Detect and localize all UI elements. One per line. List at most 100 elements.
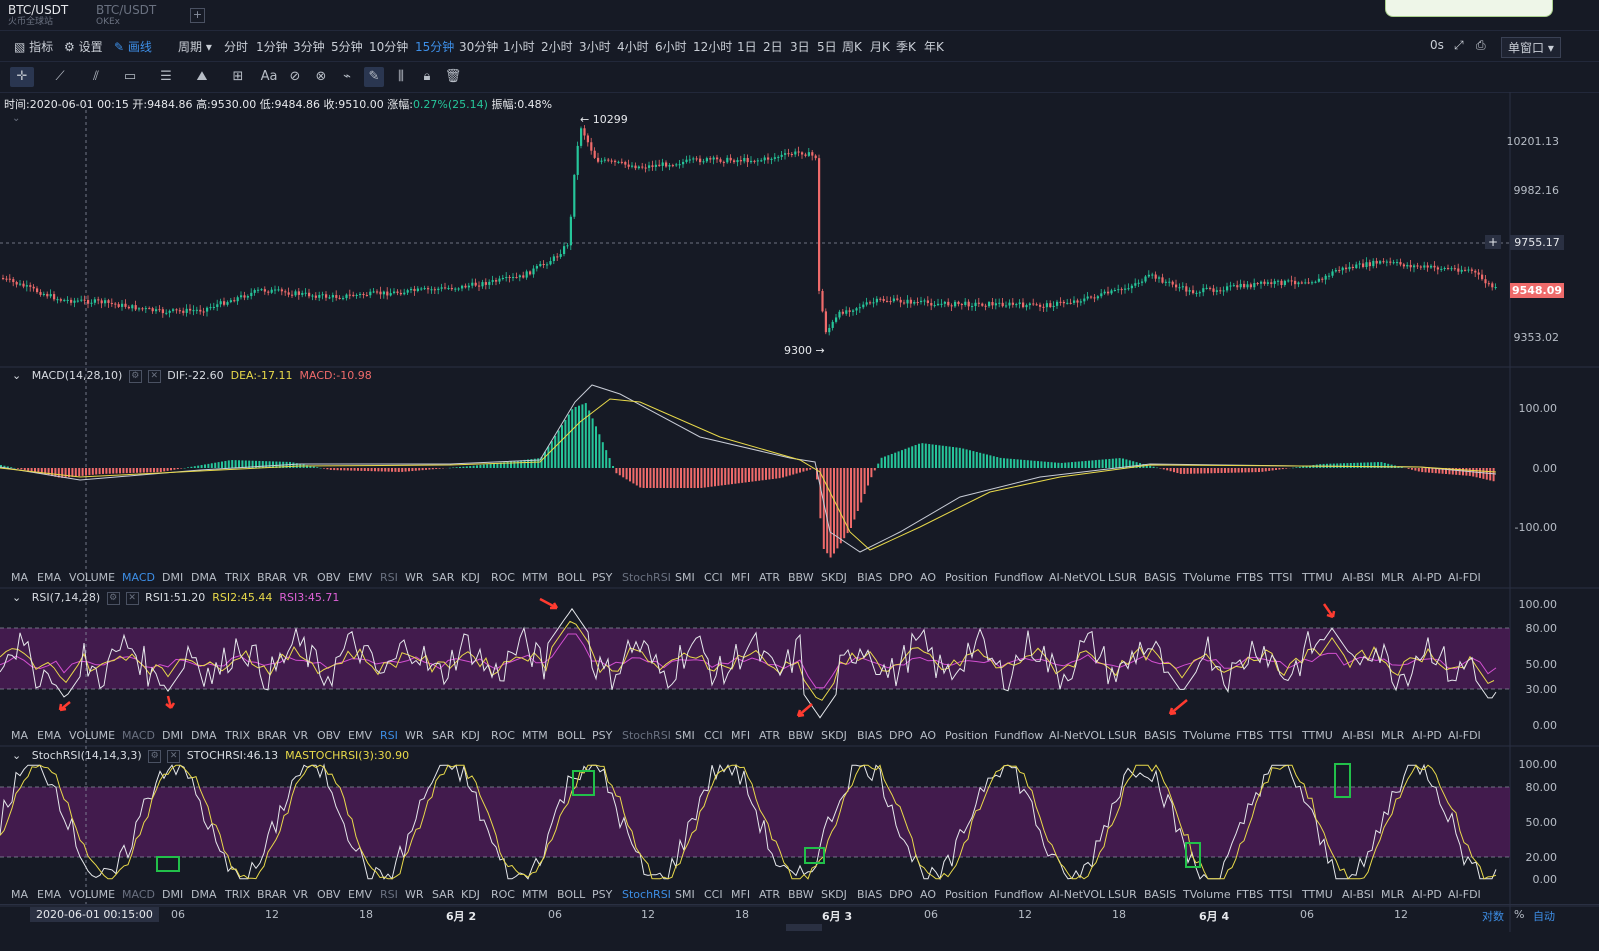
indicator-item[interactable]: EMA (37, 729, 61, 742)
indicator-item[interactable]: SAR (432, 729, 455, 742)
horizontal-lines-tool-icon[interactable]: ☰ (160, 69, 172, 84)
period-5[interactable]: 15分钟 (415, 40, 455, 54)
add-tab-button[interactable]: + (190, 8, 205, 23)
indicator-item[interactable]: TTMU (1302, 888, 1333, 901)
indicator-item[interactable]: BIAS (857, 729, 883, 742)
indicator-item[interactable]: OBV (317, 888, 341, 901)
indicator-item[interactable]: RSI (380, 729, 398, 742)
settings-button[interactable]: ⚙ 设置 (64, 38, 103, 55)
close-icon[interactable]: ✕ (147, 369, 161, 383)
indicator-item[interactable]: TRIX (225, 888, 251, 901)
indicator-item[interactable]: TVolume (1183, 571, 1231, 584)
indicator-item[interactable]: MLR (1381, 571, 1405, 584)
indicator-item[interactable]: EMV (348, 729, 372, 742)
indicator-item[interactable]: RSI (380, 571, 398, 584)
rectangle-tool-icon[interactable]: ▭ (123, 69, 137, 84)
indicator-item[interactable]: VOLUME (69, 888, 116, 901)
indicator-item[interactable]: BBW (788, 888, 814, 901)
measure-tool-icon[interactable]: ⊞ (232, 69, 244, 84)
ruler-icon[interactable]: ⌁ (343, 69, 351, 84)
indicator-item[interactable]: SKDJ (821, 729, 847, 742)
indicator-item[interactable]: BOLL (557, 888, 586, 901)
indicator-item[interactable]: Position (945, 571, 988, 584)
period-8[interactable]: 2小时 (541, 40, 573, 54)
auto-scale-toggle[interactable]: 自动 (1533, 910, 1555, 923)
indicator-item[interactable]: MA (11, 571, 29, 584)
indicator-item[interactable]: BRAR (257, 571, 287, 584)
indicator-item[interactable]: DMA (191, 571, 217, 584)
indicator-item[interactable]: PSY (592, 571, 613, 584)
period-20[interactable]: 年K (924, 40, 944, 54)
indicator-item[interactable]: MFI (731, 888, 751, 901)
indicator-item[interactable]: TTSI (1269, 571, 1293, 584)
indicator-item[interactable]: ROC (491, 571, 515, 584)
indicator-item[interactable]: BRAR (257, 888, 287, 901)
indicator-item[interactable]: BBW (788, 571, 814, 584)
indicator-item[interactable]: TTSI (1269, 888, 1293, 901)
indicator-item[interactable]: BASIS (1144, 729, 1177, 742)
indicator-item[interactable]: MTM (522, 729, 548, 742)
indicator-item[interactable]: TVolume (1183, 729, 1231, 742)
indicator-item[interactable]: FTBS (1236, 729, 1264, 742)
crosshair-tool-icon[interactable]: ✛ (10, 67, 34, 87)
indicator-item[interactable]: WR (405, 571, 424, 584)
indicator-item[interactable]: StochRSI (622, 729, 671, 742)
indicator-item[interactable]: TTSI (1269, 729, 1293, 742)
indicator-item[interactable]: WR (405, 888, 424, 901)
pattern-tool-icon[interactable]: ⛰ (196, 69, 208, 84)
indicator-item[interactable]: LSUR (1108, 888, 1137, 901)
indicator-item[interactable]: WR (405, 729, 424, 742)
indicator-item[interactable]: AI-BSI (1342, 729, 1374, 742)
trash-icon[interactable]: 🗑︎ (444, 69, 462, 84)
promo-banner[interactable] (1385, 0, 1553, 17)
indicator-item[interactable]: VR (293, 729, 309, 742)
indicator-item[interactable]: SAR (432, 571, 455, 584)
indicator-item[interactable]: ATR (759, 729, 781, 742)
period-13[interactable]: 1日 (737, 40, 757, 54)
keep-drawing-icon[interactable]: ✎ (364, 67, 384, 87)
collapse-icon[interactable]: ⌄ (12, 591, 22, 604)
indicator-item[interactable]: TRIX (225, 571, 251, 584)
log-scale-toggle[interactable]: 对数 (1482, 910, 1504, 923)
period-12[interactable]: 12小时 (693, 40, 733, 54)
period-18[interactable]: 月K (870, 40, 890, 54)
period-7[interactable]: 1小时 (503, 40, 535, 54)
indicator-item[interactable]: ATR (759, 888, 781, 901)
settings-icon[interactable]: ⚙ (106, 591, 120, 605)
indicator-item[interactable]: Fundflow (994, 571, 1044, 584)
indicator-item[interactable]: DPO (889, 888, 913, 901)
indicator-item[interactable]: MA (11, 888, 29, 901)
period-9[interactable]: 3小时 (579, 40, 611, 54)
indicator-item[interactable]: BRAR (257, 729, 287, 742)
indicator-item[interactable]: MLR (1381, 729, 1405, 742)
indicator-item[interactable]: DMA (191, 888, 217, 901)
add-order-icon[interactable]: + (1485, 235, 1501, 249)
indicator-item[interactable]: CCI (704, 729, 723, 742)
indicator-item[interactable]: AI-PD (1412, 571, 1442, 584)
period-16[interactable]: 5日 (817, 40, 837, 54)
indicator-item[interactable]: BOLL (557, 729, 586, 742)
period-dropdown[interactable]: 周期 ▾ (178, 38, 212, 55)
indicator-item[interactable]: LSUR (1108, 729, 1137, 742)
indicator-item[interactable]: Fundflow (994, 888, 1044, 901)
indicators-button[interactable]: ▧ 指标 (14, 38, 53, 55)
indicator-item[interactable]: MFI (731, 571, 751, 584)
collapse-icon[interactable]: ⌄ (12, 369, 22, 382)
period-1[interactable]: 1分钟 (256, 40, 288, 54)
indicator-item[interactable]: ROC (491, 729, 515, 742)
indicator-item[interactable]: OBV (317, 571, 341, 584)
close-icon[interactable]: ✕ (167, 749, 181, 763)
indicator-item[interactable]: SKDJ (821, 571, 847, 584)
indicator-item[interactable]: AI-NetVOL (1049, 729, 1106, 742)
indicator-item[interactable]: FTBS (1236, 888, 1264, 901)
draw-button[interactable]: ✎ 画线 (114, 38, 152, 55)
indicator-item[interactable]: FTBS (1236, 571, 1264, 584)
indicator-item[interactable]: MA (11, 729, 29, 742)
indicator-item[interactable]: Position (945, 729, 988, 742)
indicator-item[interactable]: AO (920, 888, 936, 901)
indicator-item[interactable]: LSUR (1108, 571, 1137, 584)
indicator-item[interactable]: KDJ (461, 571, 480, 584)
indicator-item[interactable]: RSI (380, 888, 398, 901)
indicator-item[interactable]: MACD (122, 729, 155, 742)
indicator-item[interactable]: AI-BSI (1342, 571, 1374, 584)
